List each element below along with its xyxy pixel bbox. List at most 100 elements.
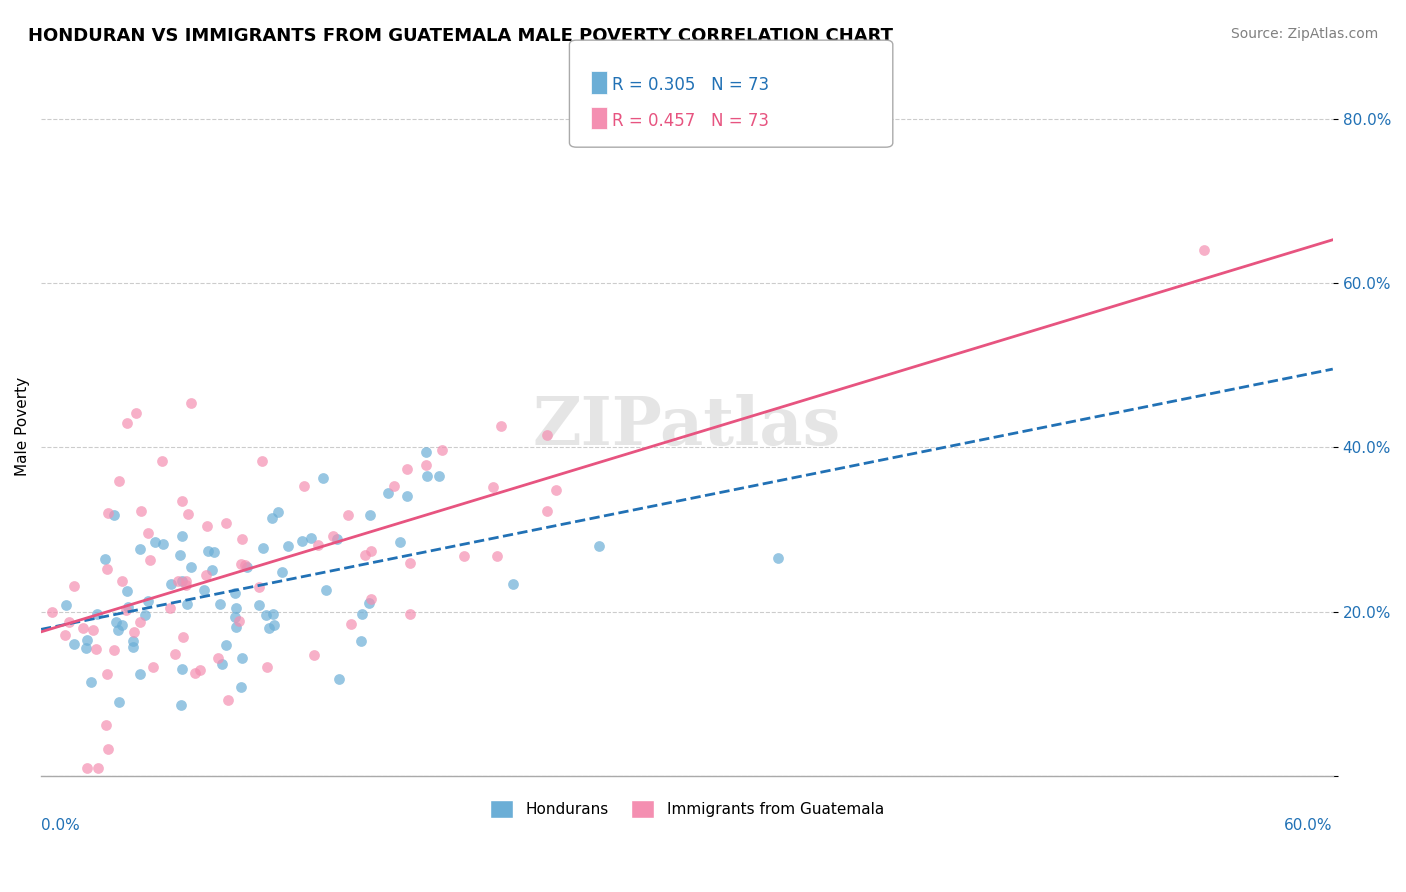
Point — [544, 483, 567, 497]
Point — [136, 594, 159, 608]
Point — [107, 623, 129, 637]
Point — [117, 417, 139, 431]
Point — [159, 601, 181, 615]
Point — [122, 640, 145, 654]
Point — [76, 761, 98, 775]
Point — [174, 574, 197, 589]
Point — [152, 537, 174, 551]
Point — [111, 574, 134, 588]
Point — [104, 615, 127, 629]
Point — [121, 634, 143, 648]
Point — [254, 607, 277, 622]
Point — [415, 445, 437, 459]
Legend: Hondurans, Immigrants from Guatemala: Hondurans, Immigrants from Guatemala — [484, 794, 890, 824]
Point — [377, 485, 399, 500]
Point — [82, 623, 104, 637]
Point — [229, 680, 252, 694]
Point — [188, 663, 211, 677]
Point — [225, 601, 247, 615]
Point — [163, 647, 186, 661]
Point — [257, 621, 280, 635]
Point — [215, 638, 238, 652]
Point — [416, 469, 439, 483]
Point — [224, 610, 246, 624]
Point — [167, 574, 190, 589]
Point — [94, 552, 117, 566]
Point — [170, 662, 193, 676]
Point — [415, 458, 437, 472]
Point — [262, 510, 284, 524]
Point — [432, 443, 454, 458]
Point — [292, 479, 315, 493]
Point — [87, 761, 110, 775]
Point — [252, 541, 274, 555]
Point — [312, 470, 335, 484]
Point — [197, 544, 219, 558]
Point — [201, 563, 224, 577]
Point — [174, 578, 197, 592]
Point — [489, 419, 512, 434]
Point — [277, 539, 299, 553]
Point — [267, 505, 290, 519]
Point — [225, 620, 247, 634]
Point — [170, 529, 193, 543]
Text: Source: ZipAtlas.com: Source: ZipAtlas.com — [1230, 27, 1378, 41]
Point — [143, 534, 166, 549]
Point — [766, 550, 789, 565]
Point — [129, 666, 152, 681]
Point — [352, 607, 374, 621]
Point — [111, 617, 134, 632]
Point — [224, 586, 246, 600]
Point — [180, 560, 202, 574]
Point — [170, 574, 193, 588]
Point — [340, 617, 363, 632]
Point — [150, 454, 173, 468]
Point — [307, 538, 329, 552]
Point — [97, 742, 120, 756]
Point — [62, 578, 84, 592]
Point — [129, 504, 152, 518]
Point — [236, 559, 259, 574]
Y-axis label: Male Poverty: Male Poverty — [15, 377, 30, 476]
Point — [482, 480, 505, 494]
Point — [86, 607, 108, 621]
Point — [103, 508, 125, 522]
Point — [398, 607, 420, 621]
Point — [302, 648, 325, 663]
Point — [249, 599, 271, 613]
Point — [142, 660, 165, 674]
Point — [207, 651, 229, 665]
Point — [172, 493, 194, 508]
Point — [271, 565, 294, 579]
Point — [55, 598, 77, 612]
Point — [75, 640, 97, 655]
Point — [125, 406, 148, 420]
Point — [357, 596, 380, 610]
Point — [247, 580, 270, 594]
Point — [134, 607, 156, 622]
Point — [396, 462, 419, 476]
Point — [172, 630, 194, 644]
Point — [395, 489, 418, 503]
Point — [322, 529, 344, 543]
Point — [211, 657, 233, 672]
Point — [502, 577, 524, 591]
Point — [195, 519, 218, 533]
Point — [96, 561, 118, 575]
Point — [129, 542, 152, 557]
Point — [97, 506, 120, 520]
Point — [117, 600, 139, 615]
Point — [231, 533, 253, 547]
Point — [349, 634, 371, 648]
Point — [399, 556, 422, 570]
Point — [122, 625, 145, 640]
Point — [114, 603, 136, 617]
Point — [139, 552, 162, 566]
Point — [107, 474, 129, 488]
Point — [228, 614, 250, 628]
Point — [250, 454, 273, 468]
Text: 60.0%: 60.0% — [1284, 818, 1333, 833]
Point — [427, 469, 450, 483]
Point — [1192, 243, 1215, 257]
Point — [315, 582, 337, 597]
